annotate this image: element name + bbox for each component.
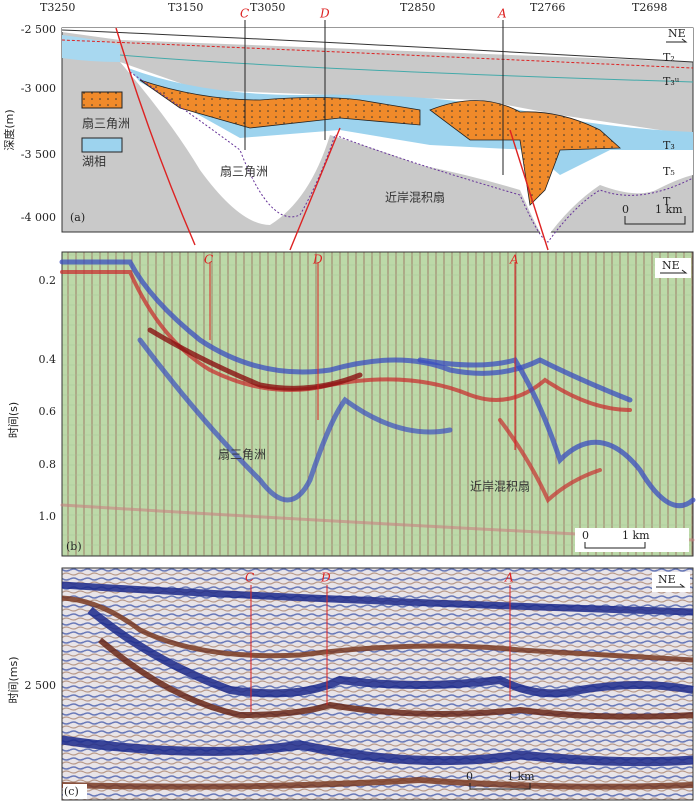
legend-label: 湖相	[82, 154, 106, 169]
legend-swatch	[81, 137, 123, 153]
y-axis-title: 深度(m)	[2, 109, 16, 150]
reflection	[87, 606, 694, 698]
north-arrow	[660, 269, 688, 274]
reflection	[59, 259, 633, 403]
reflection	[98, 637, 694, 720]
horizon-label: T₅	[663, 165, 675, 178]
label-box	[63, 784, 87, 799]
y-tick-label: -2 500	[21, 23, 56, 36]
y-tick-label: 0.6	[39, 405, 57, 418]
y-tick-label: -3 500	[21, 148, 56, 161]
scale-label: 0	[466, 770, 473, 783]
scale-label: 1 km	[622, 529, 650, 542]
reflection	[61, 735, 694, 767]
reflections	[59, 259, 696, 542]
horizon-label: T₃ᵘ	[663, 75, 680, 88]
horizon-label: T₃	[663, 139, 675, 152]
y-tick-label: 2 500	[25, 679, 57, 692]
annotation: 扇三角洲	[218, 447, 266, 462]
annotation: 近岸混积扇	[470, 479, 530, 494]
panel-label: (a)	[70, 211, 85, 224]
panel-label: (b)	[66, 540, 82, 553]
y-tick-label: 0.8	[39, 458, 57, 471]
fault	[509, 129, 549, 251]
reflections	[61, 581, 694, 790]
y-tick-label: 0.4	[39, 353, 57, 366]
well-label: C	[245, 571, 254, 585]
north-label: NE	[668, 27, 686, 40]
y-axis-title: 时间(ms)	[7, 656, 20, 703]
scale-label: 1 km	[507, 770, 535, 783]
well-label: A	[504, 571, 514, 585]
y-axis-title: 时间(s)	[7, 402, 20, 438]
well-label: D	[319, 7, 330, 21]
fan-body	[429, 100, 622, 206]
horizon-t3u	[61, 39, 694, 69]
north-label: NE	[658, 573, 676, 586]
horizon-t2	[61, 29, 694, 63]
top-label: T2766	[530, 1, 565, 14]
horizon-label: T₂	[663, 51, 675, 64]
well-label: A	[509, 253, 519, 267]
panel-a: T3250 T3150 T3050 T2850 T2766 T2698 C D …	[2, 1, 694, 251]
top-label: T3250	[40, 1, 75, 14]
panel-b: C D A 时间(s) 0.2 0.4 0.6 0.8 1.0 扇三角洲 近岸混…	[7, 251, 696, 557]
well-label: D	[312, 253, 323, 267]
y-tick-label: -4 000	[21, 211, 56, 224]
well-label: D	[320, 571, 331, 585]
reflection	[137, 337, 453, 503]
well-label: A	[497, 7, 507, 21]
lake-layer	[62, 35, 120, 62]
y-tick-label: 1.0	[39, 510, 57, 523]
scale-bar	[584, 542, 646, 549]
reflection	[61, 581, 694, 616]
legend-label: 扇三角洲	[82, 116, 130, 131]
scale-label: 1 km	[655, 203, 683, 216]
top-label: T3050	[250, 1, 285, 14]
north-arrow	[656, 583, 686, 588]
reflection	[147, 327, 363, 391]
top-label: T2850	[400, 1, 435, 14]
y-tick-label: 0.2	[39, 274, 57, 287]
panel-label: (c)	[64, 785, 79, 798]
top-label: T2698	[632, 1, 667, 14]
scale-label: 0	[582, 529, 589, 542]
reflection	[61, 776, 694, 790]
well-label: C	[240, 7, 249, 21]
annotation: 近岸混积扇	[385, 190, 445, 205]
fault	[289, 127, 341, 251]
horizon	[119, 54, 694, 83]
fault	[115, 27, 196, 246]
scale-bar	[469, 783, 531, 790]
annotation: 扇三角洲	[220, 164, 268, 179]
well-label: C	[204, 253, 213, 267]
legend-swatch	[81, 91, 123, 109]
horizon-label: T	[663, 195, 671, 208]
reflection	[417, 357, 696, 509]
reflection	[61, 595, 694, 663]
scale-bar	[624, 216, 686, 225]
north-label: NE	[662, 259, 680, 272]
reflection	[60, 270, 632, 412]
scale-label: 0	[622, 203, 629, 216]
y-tick-label: -3 000	[21, 82, 56, 95]
panel-c: C D A 时间(ms) 2 500 NE 0 1 km (c)	[7, 567, 694, 801]
fan-delta-body	[139, 79, 421, 129]
top-label: T3150	[168, 1, 203, 14]
north-arrow	[666, 38, 688, 43]
